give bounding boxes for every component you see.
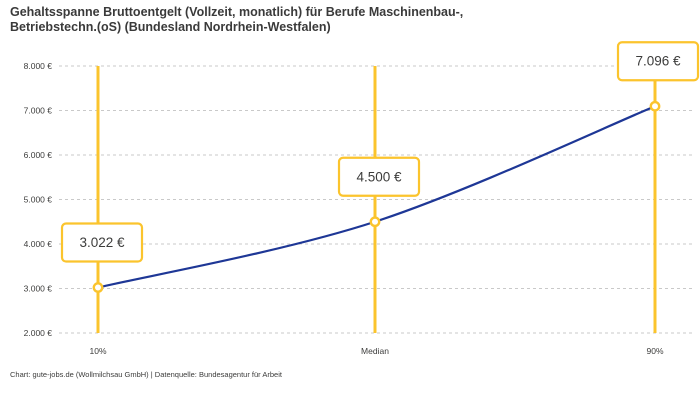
chart-title: Gehaltsspanne Bruttoentgelt (Vollzeit, m… xyxy=(10,5,464,34)
y-axis-labels-layer: 2.000 € 3.000 € 4.000 € 5.000 € 6.000 € 7.000… xyxy=(24,61,53,338)
y-axis-tick-label: 7.000 € xyxy=(24,106,53,116)
value-label-text: 4.500 € xyxy=(356,169,402,184)
y-axis-tick-label: 8.000 € xyxy=(24,61,53,71)
value-label-text: 7.096 € xyxy=(635,54,681,69)
data-point-marker xyxy=(369,216,381,228)
value-label-box xyxy=(60,222,144,263)
y-axis-tick-label: 5.000 € xyxy=(24,195,53,205)
x-axis-tick-label: Median xyxy=(361,346,389,356)
value-label-box xyxy=(337,156,421,197)
y-axis-tick-label: 3.000 € xyxy=(24,284,53,294)
y-axis-tick-label: 2.000 € xyxy=(24,328,53,338)
value-label-text: 3.022 € xyxy=(79,235,125,250)
data-points-layer xyxy=(92,100,661,293)
y-axis-tick-label: 6.000 € xyxy=(24,150,53,160)
x-axis-tick-label: 90% xyxy=(646,346,663,356)
gridlines-layer xyxy=(59,65,694,334)
y-axis-tick-label: 4.000 € xyxy=(24,239,53,249)
value-labels-layer: 3.022 € 4.500 € 7.096 € xyxy=(60,41,700,263)
value-label-box xyxy=(616,41,700,82)
data-point-marker xyxy=(649,100,661,112)
x-axis-labels-layer: 10% Median 90% xyxy=(89,346,663,356)
chart-attribution: Chart: gute-jobs.de (Wollmilchsau GmbH) … xyxy=(10,370,282,379)
x-axis-tick-label: 10% xyxy=(89,346,106,356)
data-point-marker xyxy=(92,282,104,293)
